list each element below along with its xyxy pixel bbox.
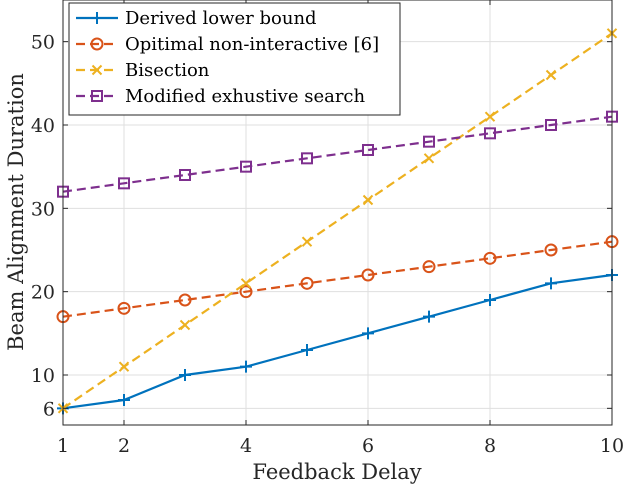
data-point: [240, 160, 252, 173]
legend-item: Derived lower bound: [76, 8, 317, 29]
plot-frame: [62, 0, 613, 426]
series-line: [62, 32, 613, 410]
legend-marker: [91, 90, 103, 102]
data-point: [362, 327, 374, 340]
series-line: [62, 240, 613, 318]
x-tick-label: 1: [57, 435, 69, 457]
legend: Derived lower bound Opitimal non-interact…: [68, 2, 401, 116]
legend-item: Bisection: [76, 60, 210, 81]
legend-item: Modified exhustive search: [76, 86, 366, 107]
data-point: [118, 361, 130, 372]
legend-item: Opitimal non-interactive [6]: [76, 34, 379, 55]
data-point: [178, 293, 192, 307]
tick-labels: 1 2 4 6 8 10 6 10 20 30 40 50: [31, 32, 623, 457]
data-point: [545, 277, 557, 290]
data-point: [300, 276, 314, 290]
data-point: [423, 153, 435, 164]
data-point: [179, 319, 191, 331]
x-axis-title: Feedback Delay: [252, 460, 421, 484]
data-point: [240, 360, 252, 373]
y-axis-title: Beam Alignment Duration: [4, 73, 28, 351]
y-tick-label: 10: [31, 365, 55, 387]
data-point: [361, 268, 375, 282]
data-point: [117, 301, 131, 315]
x-tick-label: 8: [484, 435, 496, 457]
y-tick-label: 50: [31, 32, 55, 54]
x-tick-label: 4: [240, 435, 252, 457]
data-point: [362, 144, 374, 156]
data-point: [179, 369, 191, 381]
data-point: [240, 278, 252, 289]
y-tick-label: 6: [43, 398, 55, 420]
data-point: [179, 169, 191, 181]
data-point: [301, 344, 313, 356]
data-point: [484, 111, 496, 122]
data-point: [301, 152, 313, 165]
x-tick-label: 6: [362, 435, 374, 457]
legend-marker: [91, 12, 103, 24]
data-point: [118, 177, 130, 190]
series-line: [62, 273, 613, 410]
data-point: [422, 260, 436, 274]
x-tick-label: 10: [600, 435, 623, 457]
legend-items: Derived lower bound Opitimal non-interact…: [76, 8, 379, 107]
legend-box: [68, 2, 401, 116]
data-point: [301, 236, 313, 247]
legend-marker: [90, 37, 104, 51]
y-tick-label: 20: [31, 282, 55, 304]
legend-marker: [91, 64, 103, 76]
data-point: [423, 135, 435, 148]
data-point: [484, 294, 496, 306]
data-point: [545, 119, 557, 131]
legend-label: Derived lower bound: [125, 8, 317, 29]
y-tick-label: 40: [31, 115, 55, 137]
data-point: [118, 394, 130, 406]
series-line: [62, 115, 613, 193]
data-point: [483, 251, 497, 265]
data-point: [484, 127, 496, 140]
legend-label: Opitimal non-interactive [6]: [125, 34, 379, 55]
data-point: [423, 310, 435, 323]
ticks: [62, 0, 613, 425]
y-tick-label: 30: [31, 198, 55, 220]
data-point: [545, 69, 557, 81]
x-tick-label: 2: [118, 435, 130, 457]
legend-label: Bisection: [125, 60, 210, 81]
legend-label: Modified exhustive search: [125, 86, 366, 107]
data-point: [239, 285, 253, 299]
data-point: [544, 243, 558, 257]
data-point: [362, 194, 374, 206]
